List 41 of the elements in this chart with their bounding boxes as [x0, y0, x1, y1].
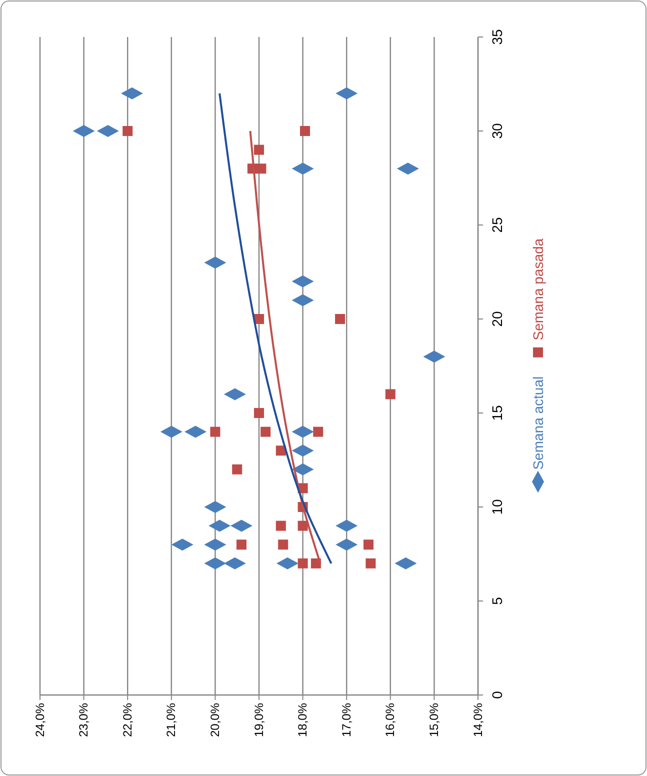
y-tick-label: 25: [488, 217, 505, 233]
point: [236, 540, 246, 550]
y-tick-label: 0: [488, 690, 505, 699]
x-tick-label: 19,0%: [252, 702, 266, 738]
point: [366, 558, 376, 568]
point: [335, 314, 346, 324]
point: [298, 558, 308, 568]
y-tick-label: 20: [488, 311, 505, 327]
point: [298, 520, 308, 531]
point: [278, 540, 288, 550]
point: [364, 540, 374, 550]
y-tick-label: 5: [488, 596, 505, 605]
point: [232, 464, 242, 474]
text: Semana actual: [530, 376, 546, 470]
point: [210, 426, 220, 437]
x-tick-label: 15,0%: [427, 702, 442, 738]
point: [313, 426, 324, 437]
point: [300, 126, 310, 136]
point: [385, 389, 396, 400]
y-tick-label: 10: [488, 499, 505, 515]
text: Semana pasada: [530, 238, 546, 340]
y-tick-label: 15: [488, 405, 505, 421]
point: [254, 144, 264, 155]
x-tick-label: 21,0%: [164, 702, 178, 738]
x-tick-label: 14,0%: [470, 702, 485, 738]
line-series: [218, 92, 332, 564]
point: [256, 164, 266, 174]
x-tick-label: 17,0%: [339, 702, 354, 738]
x-tick-label: 20,0%: [208, 702, 222, 738]
point: [254, 408, 264, 418]
x-tick-label: 16,0%: [383, 702, 398, 738]
point: [260, 426, 271, 437]
point: [310, 558, 321, 568]
x-tick-label: 23,0%: [76, 702, 91, 738]
y-tick-label: 30: [488, 123, 505, 139]
x-tick-label: 22,0%: [120, 702, 134, 738]
x-tick-label: 18,0%: [296, 702, 310, 738]
point: [122, 126, 133, 136]
x-tick-label: 24,0%: [32, 702, 47, 738]
y-tick-label: 35: [488, 29, 505, 45]
point: [276, 520, 286, 531]
